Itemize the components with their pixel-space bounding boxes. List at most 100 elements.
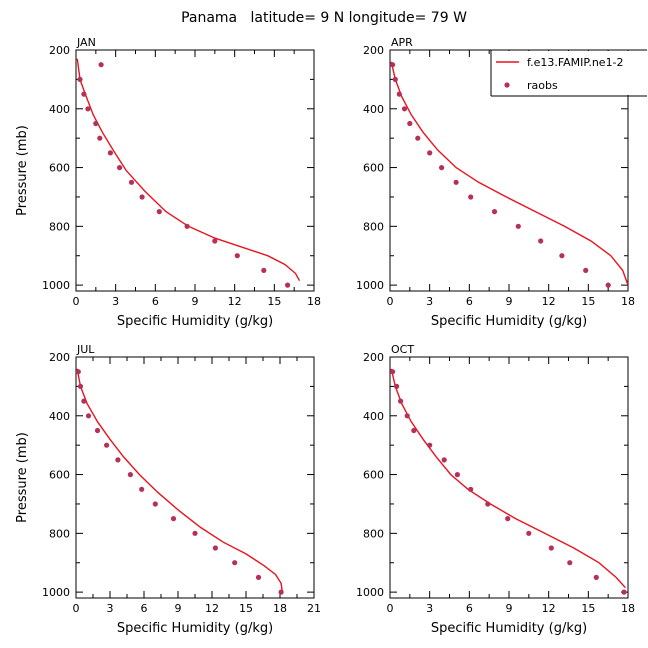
panel-label: APR bbox=[391, 36, 413, 49]
x-axis-label: Specific Humidity (g/kg) bbox=[431, 621, 587, 636]
raobs-point bbox=[115, 457, 121, 463]
x-tick-label: 18 bbox=[621, 602, 635, 615]
raobs-point bbox=[139, 194, 145, 200]
raobs-point bbox=[396, 91, 402, 97]
plot-area bbox=[390, 368, 627, 595]
legend-background bbox=[492, 51, 647, 95]
y-tick-label: 200 bbox=[363, 44, 384, 57]
raobs-point bbox=[491, 209, 498, 215]
panel-oct: OCT 0 3 6 9 12 15 18 200 400 600 800 1000 Specific Hu… bbox=[356, 343, 635, 636]
plot-area bbox=[76, 58, 301, 288]
model-line bbox=[390, 368, 626, 589]
x-tick-label: 6 bbox=[466, 295, 473, 308]
raobs-point bbox=[468, 194, 474, 200]
raobs-point bbox=[454, 472, 460, 478]
y-tick-label: 1000 bbox=[356, 586, 384, 599]
x-tick-label: 0 bbox=[73, 295, 80, 308]
raobs-point bbox=[156, 209, 162, 215]
raobs-point bbox=[278, 589, 284, 595]
x-tick-label: 3 bbox=[107, 602, 114, 615]
raobs-point bbox=[407, 120, 413, 127]
raobs-point bbox=[85, 106, 91, 112]
y-tick-label: 800 bbox=[363, 220, 384, 233]
panel-label: OCT bbox=[391, 343, 414, 356]
legend: f.e13.FAMIP.ne1-2 raobs bbox=[490, 49, 647, 97]
raobs-point bbox=[285, 282, 291, 288]
raobs-point bbox=[77, 383, 84, 389]
raobs-point bbox=[212, 238, 218, 244]
panel-label: JUL bbox=[76, 343, 95, 356]
raobs-point bbox=[427, 442, 433, 448]
x-tick-label: 9 bbox=[175, 602, 182, 615]
raobs-point bbox=[394, 383, 400, 389]
raobs-point bbox=[77, 76, 83, 82]
x-tick-label: 9 bbox=[506, 295, 513, 308]
raobs-point bbox=[184, 223, 190, 229]
raobs-point bbox=[411, 427, 417, 434]
raobs-point bbox=[415, 135, 421, 141]
raobs-point bbox=[427, 150, 433, 156]
legend-marker-swatch bbox=[504, 82, 510, 88]
x-tick-label: 0 bbox=[387, 602, 394, 615]
x-tick-label: 3 bbox=[426, 602, 433, 615]
y-tick-label: 400 bbox=[363, 103, 384, 116]
raobs-point bbox=[170, 516, 177, 522]
x-tick-label: 15 bbox=[581, 295, 595, 308]
y-axis-label: Pressure (mb) bbox=[15, 125, 30, 216]
y-tick-label: 800 bbox=[363, 527, 384, 540]
y-tick-label: 400 bbox=[49, 410, 70, 423]
raobs-point bbox=[401, 106, 408, 112]
x-tick-label: 12 bbox=[228, 295, 242, 308]
x-tick-label: 0 bbox=[73, 602, 80, 615]
model-line bbox=[76, 368, 283, 593]
y-tick-label: 1000 bbox=[356, 279, 384, 292]
y-tick-label: 1000 bbox=[42, 586, 70, 599]
raobs-point bbox=[81, 398, 87, 404]
raobs-point bbox=[441, 457, 447, 463]
raobs-point bbox=[81, 91, 87, 97]
raobs-point bbox=[390, 369, 396, 375]
raobs-point bbox=[117, 165, 123, 171]
x-axis-label: Specific Humidity (g/kg) bbox=[117, 621, 273, 636]
model-line bbox=[76, 58, 301, 282]
raobs-point bbox=[505, 516, 511, 522]
raobs-point bbox=[559, 253, 565, 259]
x-axis-label: Specific Humidity (g/kg) bbox=[117, 314, 273, 329]
raobs-point bbox=[593, 574, 599, 581]
raobs-point bbox=[192, 530, 198, 536]
raobs-point bbox=[468, 486, 474, 492]
plot-frame bbox=[75, 49, 315, 292]
plot-area bbox=[76, 368, 284, 595]
raobs-point bbox=[398, 398, 404, 404]
y-tick-label: 600 bbox=[363, 469, 384, 482]
x-tick-label: 12 bbox=[542, 295, 556, 308]
raobs-point bbox=[538, 238, 544, 244]
x-axis-label: Specific Humidity (g/kg) bbox=[431, 314, 587, 329]
raobs-point bbox=[605, 282, 611, 288]
x-tick-label: 18 bbox=[273, 602, 287, 615]
raobs-point bbox=[128, 179, 135, 185]
x-tick-label: 0 bbox=[387, 295, 394, 308]
x-tick-label: 6 bbox=[466, 602, 473, 615]
raobs-point bbox=[212, 545, 218, 551]
y-tick-label: 200 bbox=[49, 351, 70, 364]
x-tick-label: 15 bbox=[581, 602, 595, 615]
x-tick-label: 12 bbox=[205, 602, 219, 615]
raobs-point bbox=[453, 179, 459, 185]
raobs-point bbox=[515, 223, 521, 229]
y-tick-label: 800 bbox=[49, 527, 70, 540]
panel-jan: JAN 0 3 6 9 12 15 18 200 400 600 800 1000 Specific Hu… bbox=[15, 36, 321, 329]
raobs-point bbox=[98, 62, 104, 68]
raobs-point bbox=[567, 560, 573, 566]
raobs-point bbox=[390, 62, 396, 68]
y-tick-label: 400 bbox=[363, 410, 384, 423]
raobs-point bbox=[76, 369, 81, 375]
y-axis-label: Pressure (mb) bbox=[15, 432, 30, 523]
x-tick-label: 3 bbox=[426, 295, 433, 308]
x-tick-label: 15 bbox=[239, 602, 253, 615]
model-line bbox=[390, 61, 628, 286]
x-tick-label: 12 bbox=[542, 602, 556, 615]
raobs-point bbox=[139, 486, 145, 492]
x-tick-label: 9 bbox=[192, 295, 199, 308]
